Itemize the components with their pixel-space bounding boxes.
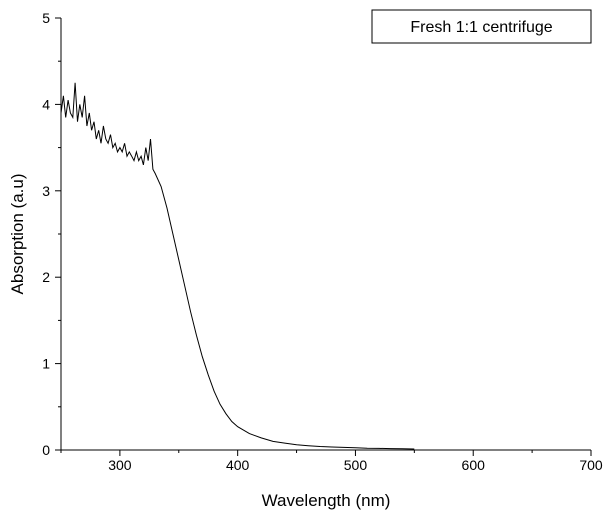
x-axis: 300 400 500 600 700 bbox=[60, 450, 603, 473]
legend-entry-label: Fresh 1:1 centrifuge bbox=[410, 19, 552, 36]
legend-box bbox=[371, 9, 592, 44]
x-tick-label: 500 bbox=[344, 457, 368, 473]
series-layer bbox=[60, 82, 415, 450]
x-tick-label: 700 bbox=[579, 457, 603, 473]
plot-frame bbox=[60, 18, 591, 451]
y-tick-label: 3 bbox=[42, 183, 50, 199]
y-tick-label: 1 bbox=[42, 356, 50, 372]
legend: Fresh 1:1 centrifuge bbox=[371, 9, 592, 44]
y-axis: 0 1 2 3 4 5 bbox=[42, 10, 61, 458]
x-axis-title: Wavelength (nm) bbox=[262, 491, 391, 510]
x-tick-label: 400 bbox=[226, 457, 250, 473]
y-tick-label: 2 bbox=[42, 269, 50, 285]
y-tick-label: 0 bbox=[42, 442, 50, 458]
y-tick-label: 5 bbox=[42, 10, 50, 26]
series-line bbox=[60, 82, 415, 450]
y-axis-title: Absorption (a.u) bbox=[8, 174, 27, 295]
x-tick-label: 600 bbox=[462, 457, 486, 473]
y-tick-label: 4 bbox=[42, 96, 50, 112]
x-tick-label: 300 bbox=[108, 457, 132, 473]
